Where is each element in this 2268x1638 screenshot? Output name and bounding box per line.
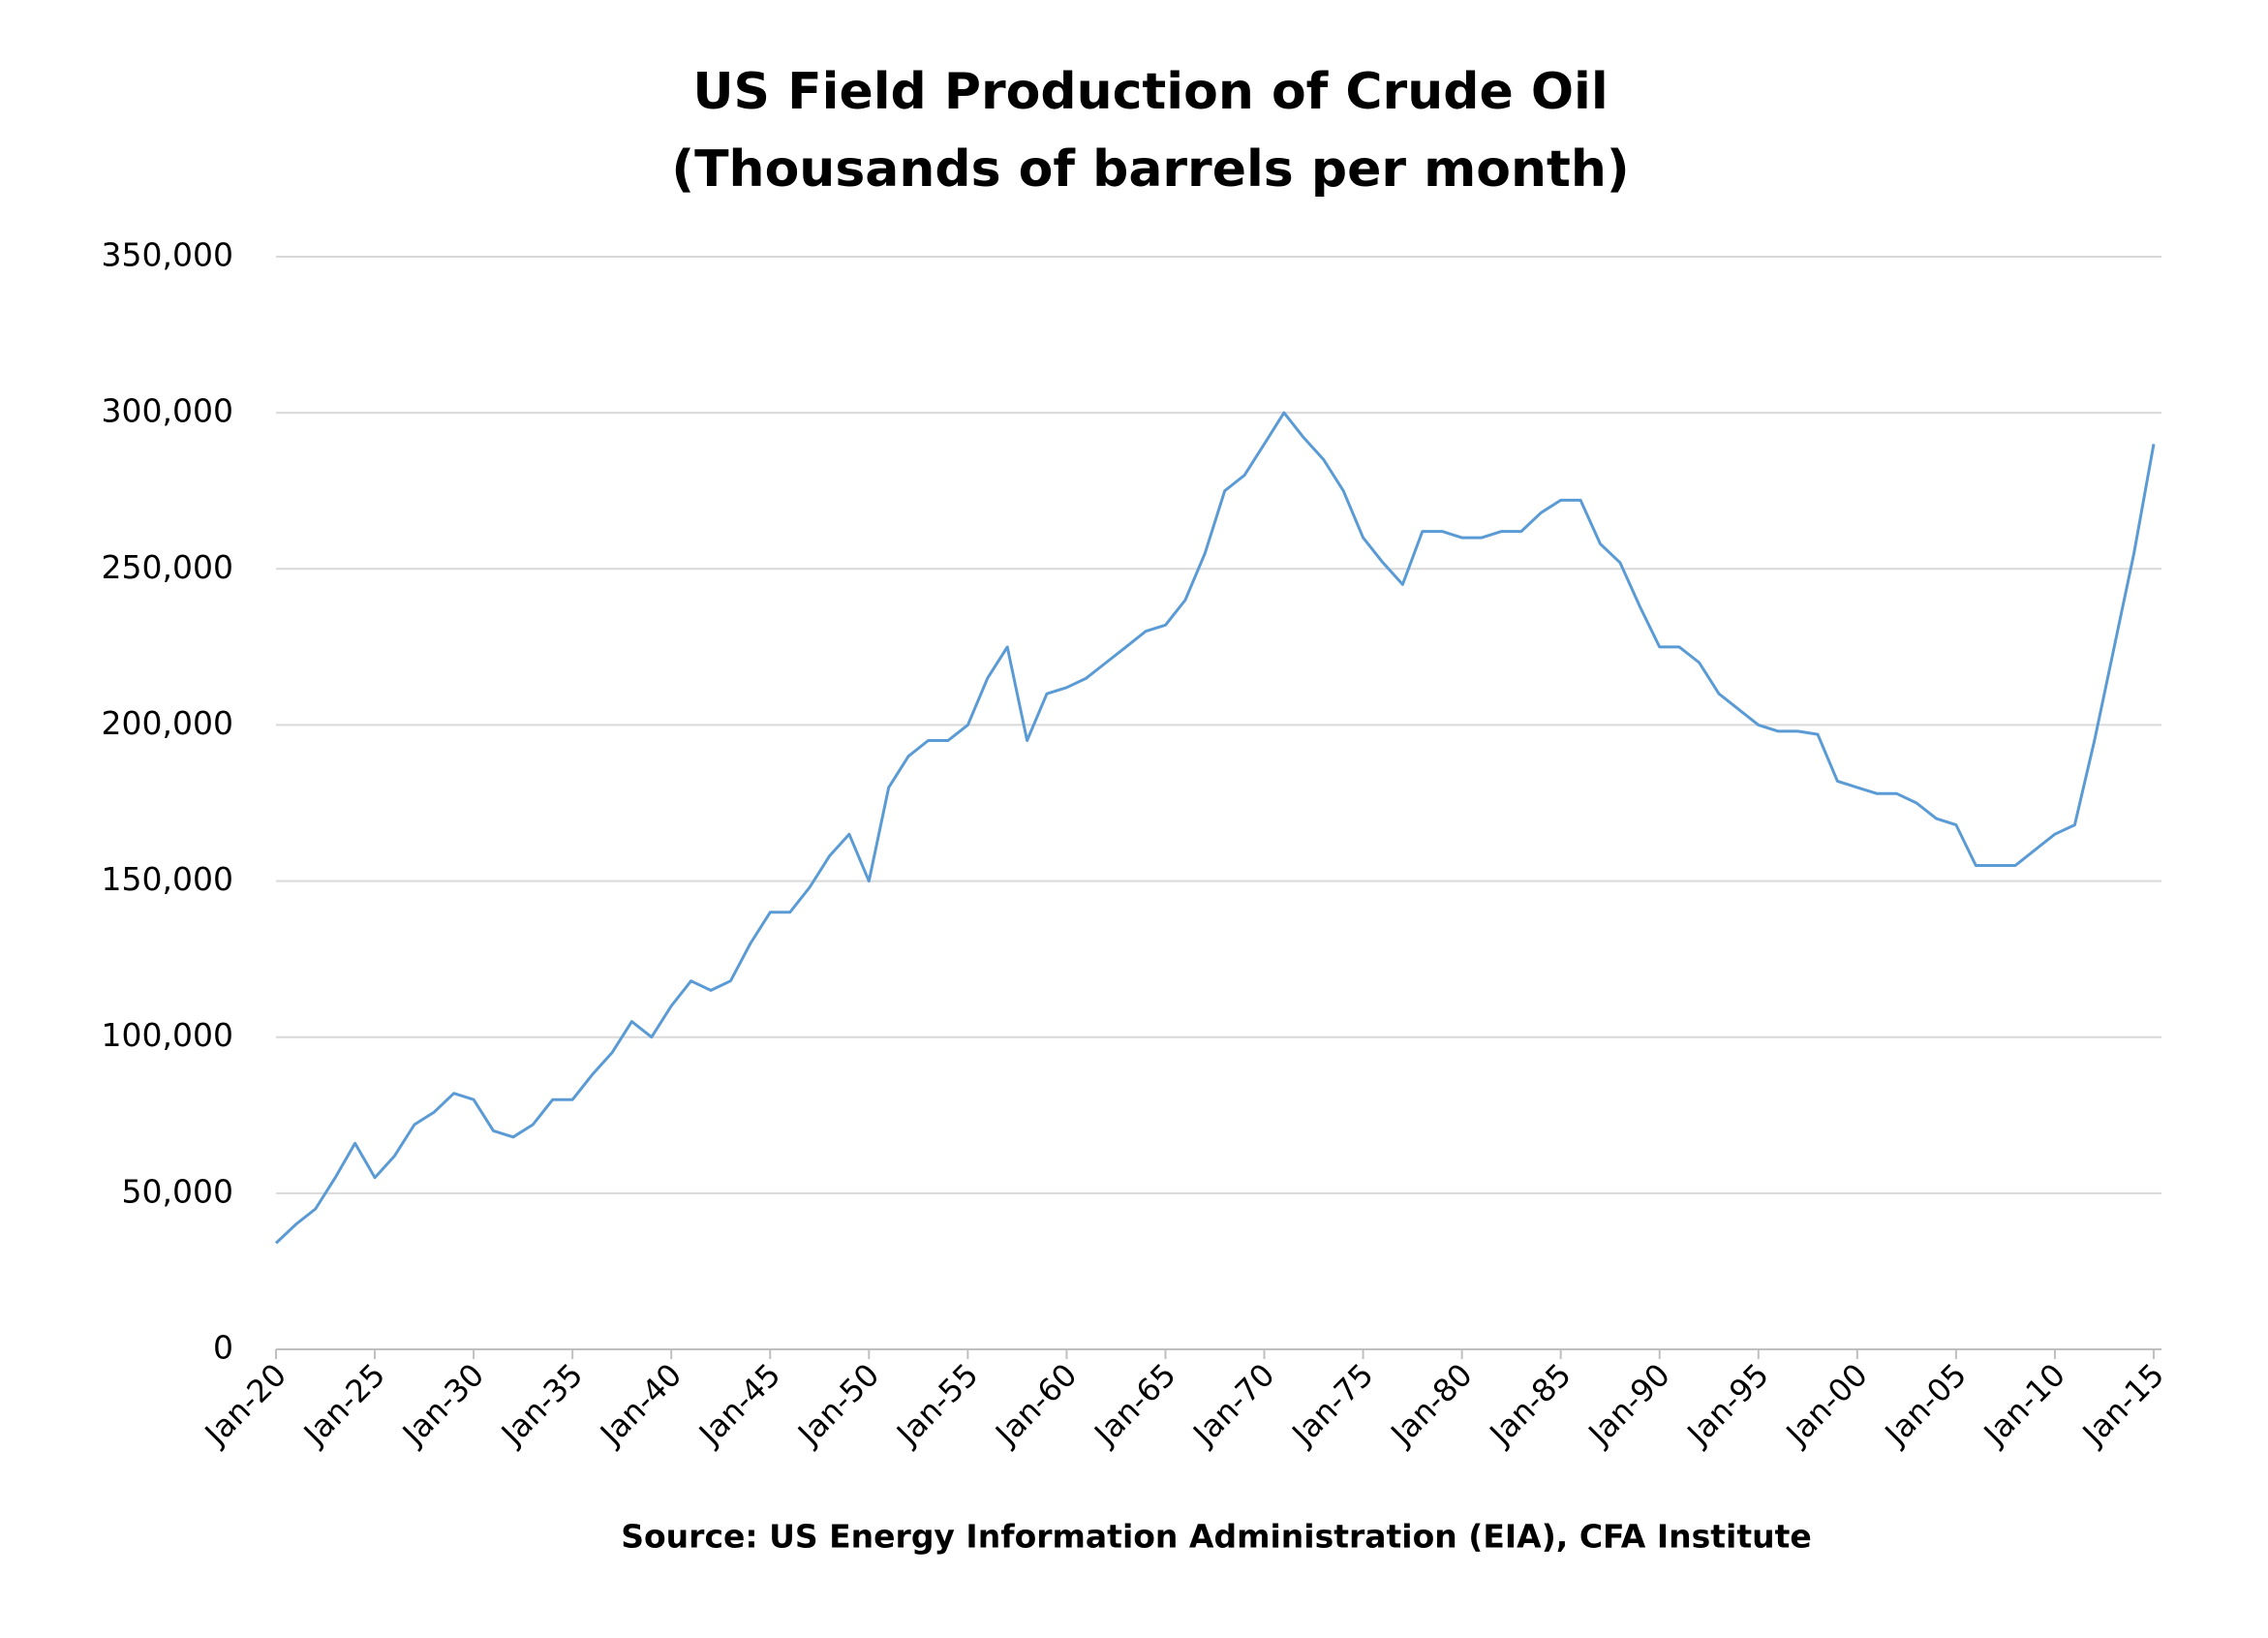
- y-tick-label: 200,000: [102, 704, 233, 742]
- x-tick-label: Jan-75: [1283, 1356, 1380, 1453]
- chart-title: US Field Production of Crude Oil: [692, 63, 1608, 121]
- x-tick-label: Jan-40: [592, 1356, 689, 1453]
- x-tick-label: Jan-85: [1482, 1356, 1578, 1453]
- y-tick-label: 300,000: [102, 392, 233, 430]
- y-tick-label: 50,000: [122, 1172, 233, 1210]
- x-tick-label: Jan-20: [197, 1356, 293, 1453]
- x-tick-label: Jan-25: [295, 1356, 392, 1453]
- x-tick-label: Jan-50: [789, 1356, 886, 1453]
- y-tick-label: 150,000: [102, 860, 233, 898]
- y-tick-label: 350,000: [102, 236, 233, 274]
- x-tick-label: Jan-80: [1383, 1356, 1480, 1453]
- x-tick-label: Jan-55: [888, 1356, 985, 1453]
- chart-subtitle: (Thousands of barrels per month): [671, 140, 1629, 199]
- x-tick-label: Jan-90: [1580, 1356, 1677, 1453]
- x-tick-label: Jan-30: [394, 1356, 491, 1453]
- x-tick-label: Jan-65: [1086, 1356, 1182, 1453]
- y-tick-label: 0: [213, 1329, 233, 1367]
- x-tick-label: Jan-70: [1184, 1356, 1281, 1453]
- x-tick-label: Jan-05: [1877, 1356, 1974, 1453]
- x-tick-label: Jan-10: [1976, 1356, 2072, 1453]
- y-tick-label: 250,000: [102, 548, 233, 586]
- x-tick-label: Jan-45: [690, 1356, 787, 1453]
- source-note: Source: US Energy Information Administra…: [621, 1518, 1812, 1556]
- y-tick-label: 100,000: [102, 1016, 233, 1054]
- x-tick-label: Jan-00: [1778, 1356, 1875, 1453]
- x-tick-label: Jan-60: [987, 1356, 1084, 1453]
- x-tick-label: Jan-15: [2074, 1356, 2171, 1453]
- data-line: [274, 411, 2156, 1245]
- x-tick-label: Jan-35: [493, 1356, 590, 1453]
- x-tick-label: Jan-95: [1679, 1356, 1776, 1453]
